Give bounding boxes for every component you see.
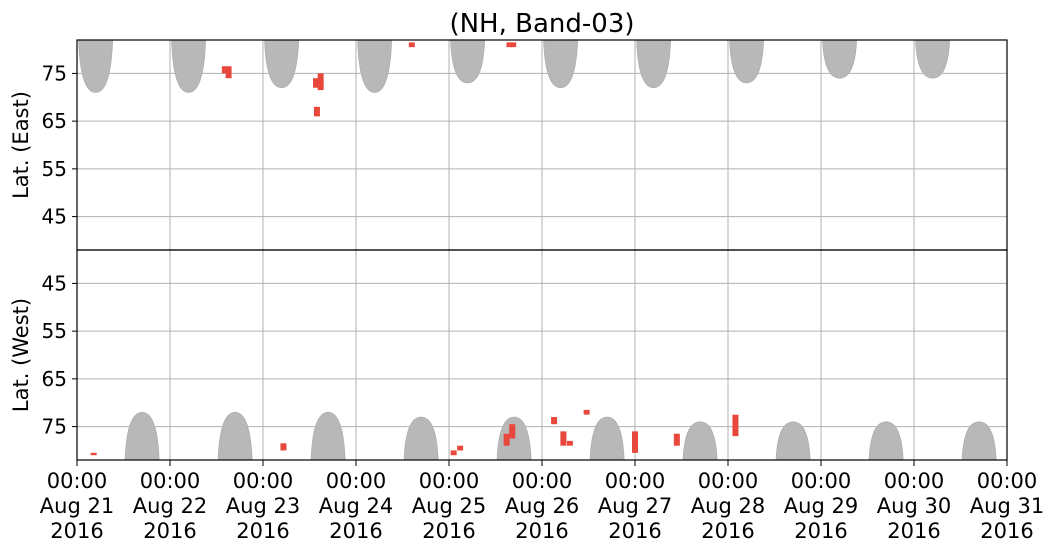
coverage-lobe-east: [171, 40, 206, 93]
coverage-lobe-east: [357, 40, 392, 93]
x-tick-label: 00:00 Aug 29 2016: [784, 469, 858, 543]
detection-cell-west: [450, 450, 457, 456]
y-axis-label-west: Lat. (West): [9, 298, 33, 412]
x-tick-label: 00:00 Aug 21 2016: [40, 469, 114, 543]
coverage-lobe-east: [264, 40, 299, 89]
y-tick-label-east: 55: [42, 157, 67, 181]
y-tick-labels: 45 55 65 75 75 65 55 45: [42, 61, 67, 438]
coverage-lobe-east: [636, 40, 671, 89]
detection-cell-east: [506, 42, 513, 48]
detection-cell-east: [221, 66, 228, 74]
detection-cell-east: [313, 106, 320, 117]
coverage-lobe-west: [310, 411, 346, 460]
y-tick-label-west: 55: [42, 319, 67, 343]
coverage-lobe-east: [822, 40, 857, 79]
y-tick-label-east: 75: [42, 61, 67, 85]
coverage-lobe-east: [915, 40, 950, 79]
y-axis-label-east: Lat. (East): [9, 91, 33, 199]
detection-cell-west: [457, 445, 464, 451]
coverage-lobe-east: [543, 40, 578, 89]
coverage-lobe-west: [961, 421, 997, 460]
coverage-lobe-east: [450, 40, 485, 84]
x-tick-label: 00:00 Aug 28 2016: [691, 469, 765, 543]
coverage-lobe-east: [78, 40, 113, 93]
detection-cell-east: [225, 66, 232, 79]
coverage-lobe-west: [589, 416, 625, 460]
x-tick-label: 00:00 Aug 23 2016: [226, 469, 300, 543]
detection-cell-west: [560, 431, 567, 446]
east-panel-data: [78, 36, 1043, 117]
x-tick-label: 00:00 Aug 26 2016: [505, 469, 579, 543]
coverage-lobe-west: [403, 416, 439, 460]
detection-cell-west: [583, 409, 590, 415]
x-tick-label: 00:00 Aug 25 2016: [412, 469, 486, 543]
x-tick-label: 00:00 Aug 22 2016: [133, 469, 207, 543]
x-tick-labels: 00:00 Aug 21 2016 00:00 Aug 22 2016 00:00 Aug 2…: [40, 469, 1044, 543]
y-tick-label-west: 65: [42, 367, 67, 391]
detection-cell-west: [566, 440, 573, 446]
detection-cell-west: [732, 414, 739, 437]
west-panel-data: [90, 409, 997, 460]
chart-title: (NH, Band-03): [449, 9, 634, 39]
detection-cell-west: [673, 433, 680, 446]
detection-cell-east: [313, 78, 320, 88]
detection-cell-west: [509, 424, 516, 439]
coverage-lobe-west: [124, 411, 160, 460]
y-tick-label-east: 45: [42, 205, 67, 229]
coverage-lobe-east: [1009, 36, 1043, 78]
x-tick-label: 00:00 Aug 31 2016: [970, 469, 1044, 543]
detection-cell-west: [551, 417, 558, 425]
coverage-lobe-west: [682, 421, 718, 460]
coverage-lobe-west: [496, 416, 532, 460]
x-tick-label: 00:00 Aug 30 2016: [877, 469, 951, 543]
coverage-lobe-east: [729, 40, 764, 84]
panel-frames: [72, 39, 1008, 466]
coverage-lobe-west: [217, 411, 253, 460]
y-tick-label-west: 75: [42, 415, 67, 439]
coverage-lobe-west: [868, 421, 904, 460]
x-tick-label: 00:00 Aug 24 2016: [319, 469, 393, 543]
coverage-lobe-west: [775, 421, 811, 460]
detection-cell-west: [280, 443, 287, 451]
detection-cell-east: [510, 42, 517, 48]
x-tick-label: 00:00 Aug 27 2016: [598, 469, 672, 543]
y-tick-label-east: 65: [42, 109, 67, 133]
detection-cell-east: [408, 42, 415, 48]
detection-cell-west: [90, 452, 97, 456]
detection-cell-east: [317, 73, 324, 91]
detection-cell-west: [503, 433, 510, 446]
detection-cell-west: [632, 431, 638, 453]
y-tick-label-west: 45: [42, 271, 67, 295]
